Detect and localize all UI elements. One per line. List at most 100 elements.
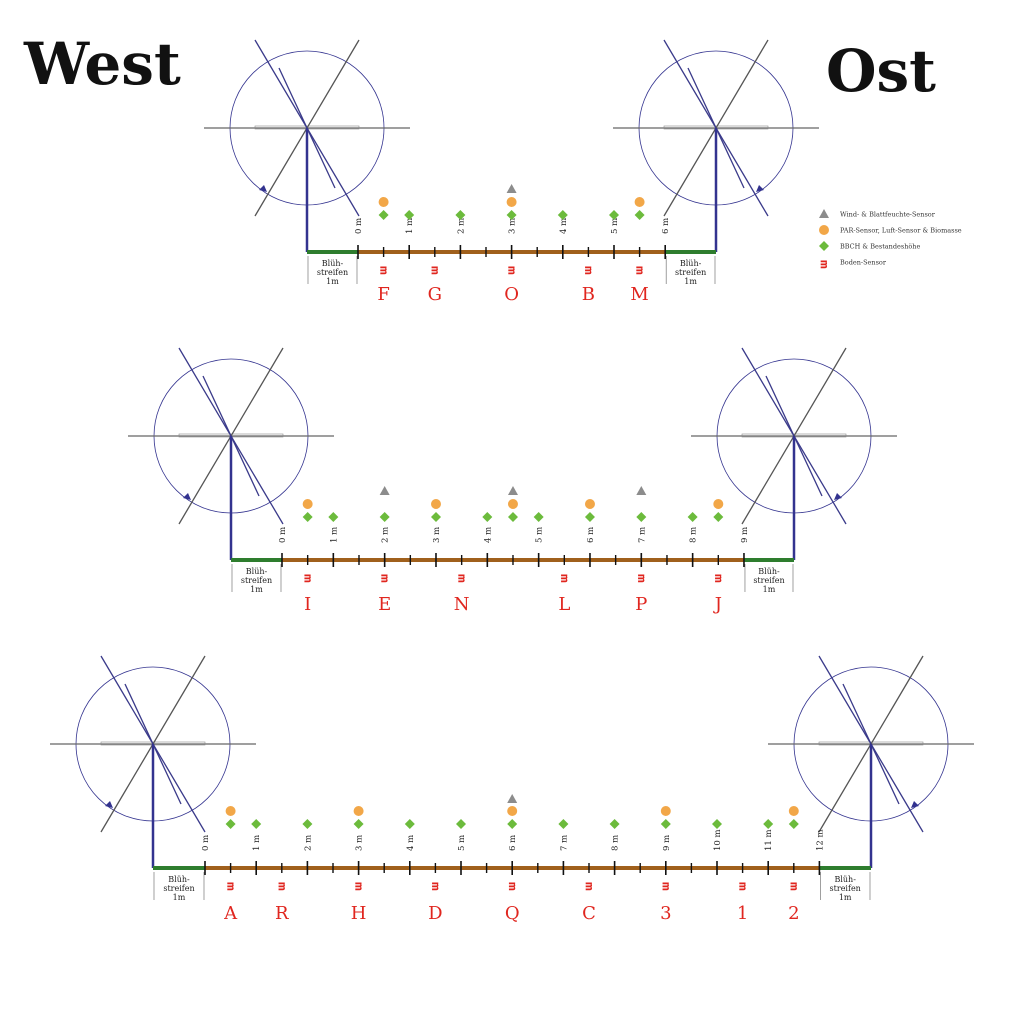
soil-sensor-icon: ᴟ bbox=[380, 264, 387, 275]
legend-circle-icon bbox=[819, 225, 829, 235]
bbch-marker-icon bbox=[533, 512, 544, 522]
bbch-marker-icon bbox=[302, 512, 313, 522]
bbch-marker-icon bbox=[712, 819, 722, 829]
legend-label: Wind- & Blattfeuchte-Sensor bbox=[840, 211, 936, 219]
par-sensor-icon bbox=[353, 806, 364, 816]
tick-label: 2 m bbox=[381, 527, 391, 543]
arrow-head-icon bbox=[834, 493, 842, 500]
strip-label-line3: 1m bbox=[763, 585, 776, 594]
bbch-marker-icon bbox=[404, 210, 415, 220]
legend-label: Boden-Sensor bbox=[840, 259, 887, 267]
strip-label-line1: Blüh- bbox=[680, 259, 702, 268]
soil-sensor-icon: ᴟ bbox=[304, 572, 311, 583]
sensor-letter: Q bbox=[505, 903, 520, 924]
par-sensor-icon bbox=[713, 499, 724, 509]
wind-leaf-sensor-icon bbox=[636, 486, 647, 495]
bbch-marker-icon bbox=[430, 512, 441, 522]
par-sensor-icon bbox=[378, 197, 389, 207]
bbch-marker-icon bbox=[378, 210, 389, 220]
tick-label: 10 m bbox=[713, 829, 723, 851]
soil-sensor-icon: ᴟ bbox=[790, 880, 797, 891]
strip-label-line2: streifen bbox=[317, 268, 348, 277]
strip-label-line2: streifen bbox=[830, 884, 861, 893]
legend-label: PAR-Sensor, Luft-Sensor & Biomasse bbox=[840, 227, 962, 235]
sensor-letter: F bbox=[377, 284, 390, 305]
strip-label-line2: streifen bbox=[163, 884, 194, 893]
par-sensor-icon bbox=[660, 806, 671, 816]
sensor-letter: A bbox=[223, 903, 238, 924]
strip-label-line3: 1m bbox=[839, 893, 852, 902]
soil-sensor-icon: ᴟ bbox=[638, 572, 645, 583]
legend-triangle-icon bbox=[819, 209, 829, 218]
sensor-letter: E bbox=[378, 594, 391, 615]
strip-label-line3: 1m bbox=[326, 277, 339, 286]
tick-label: 9 m bbox=[740, 527, 750, 543]
wind-leaf-sensor-icon bbox=[507, 486, 518, 495]
legend-diamond-icon bbox=[819, 241, 829, 251]
tick-label: 7 m bbox=[559, 835, 569, 851]
soil-sensor-icon: ᴟ bbox=[715, 572, 722, 583]
bbch-marker-icon bbox=[353, 819, 364, 829]
tick-label: 6 m bbox=[508, 835, 518, 851]
soil-sensor-icon: ᴟ bbox=[585, 264, 592, 275]
sensor-letter: I bbox=[304, 594, 311, 615]
strip-label-line1: Blüh- bbox=[758, 567, 780, 576]
sensor-letter: 2 bbox=[788, 903, 799, 924]
sensor-letter: H bbox=[351, 903, 367, 924]
bbch-marker-icon bbox=[713, 512, 724, 522]
sensor-letter: M bbox=[630, 284, 648, 305]
strip-label-line2: streifen bbox=[241, 576, 272, 585]
tick-label: 9 m bbox=[662, 835, 672, 851]
wind-leaf-sensor-icon bbox=[379, 486, 390, 495]
sensor-letter: B bbox=[582, 284, 595, 305]
wind-leaf-sensor-icon bbox=[507, 794, 518, 803]
soil-sensor-icon: ᴟ bbox=[278, 880, 285, 891]
bbch-marker-icon bbox=[558, 819, 569, 829]
bbch-marker-icon bbox=[609, 210, 619, 220]
strip-label-line1: Blüh- bbox=[834, 875, 856, 884]
par-sensor-icon bbox=[788, 806, 799, 816]
soil-sensor-icon: ᴟ bbox=[458, 572, 465, 583]
soil-sensor-icon: ᴟ bbox=[508, 264, 515, 275]
strip-label-line3: 1m bbox=[250, 585, 263, 594]
sensor-letter: O bbox=[504, 284, 519, 305]
legend-item-diamond: BBCH & Bestandeshöhe bbox=[819, 241, 920, 251]
sensor-letter: L bbox=[558, 594, 570, 615]
bbch-marker-icon bbox=[584, 512, 595, 522]
tick-label: 2 m bbox=[456, 218, 466, 234]
tick-label: 8 m bbox=[611, 835, 621, 851]
bbch-marker-icon bbox=[251, 819, 262, 829]
soil-sensor-icon: ᴟ bbox=[355, 880, 362, 891]
par-sensor-icon bbox=[507, 499, 518, 509]
bbch-marker-icon bbox=[482, 512, 493, 522]
soil-sensor-icon: ᴟ bbox=[586, 880, 593, 891]
strip-label-line1: Blüh- bbox=[246, 567, 268, 576]
tick-label: 5 m bbox=[610, 218, 620, 234]
par-sensor-icon bbox=[225, 806, 236, 816]
strip-label-line3: 1m bbox=[684, 277, 697, 286]
soil-sensor-icon: ᴟ bbox=[227, 880, 234, 891]
strip-label-line1: Blüh- bbox=[168, 875, 190, 884]
soil-sensor-icon: ᴟ bbox=[561, 572, 568, 583]
sensor-letter: 1 bbox=[737, 903, 748, 924]
arrow-head-icon bbox=[911, 801, 919, 808]
tick-label: 3 m bbox=[432, 527, 442, 543]
sensor-letter: G bbox=[428, 284, 442, 305]
tick-label: 11 m bbox=[764, 829, 774, 851]
tick-label: 5 m bbox=[535, 527, 545, 543]
legend-item-triangle: Wind- & Blattfeuchte-Sensor bbox=[819, 209, 936, 219]
tick-label: 3 m bbox=[355, 835, 365, 851]
soil-sensor-icon: ᴟ bbox=[509, 880, 516, 891]
legend-item-circle: PAR-Sensor, Luft-Sensor & Biomasse bbox=[819, 225, 962, 235]
legend-item-soil: ᴟ Boden-Sensor bbox=[821, 258, 887, 269]
soil-sensor-icon: ᴟ bbox=[636, 264, 643, 275]
title-east: Ost bbox=[826, 37, 936, 105]
par-sensor-icon bbox=[506, 197, 517, 207]
arrow-head-icon bbox=[756, 185, 764, 192]
